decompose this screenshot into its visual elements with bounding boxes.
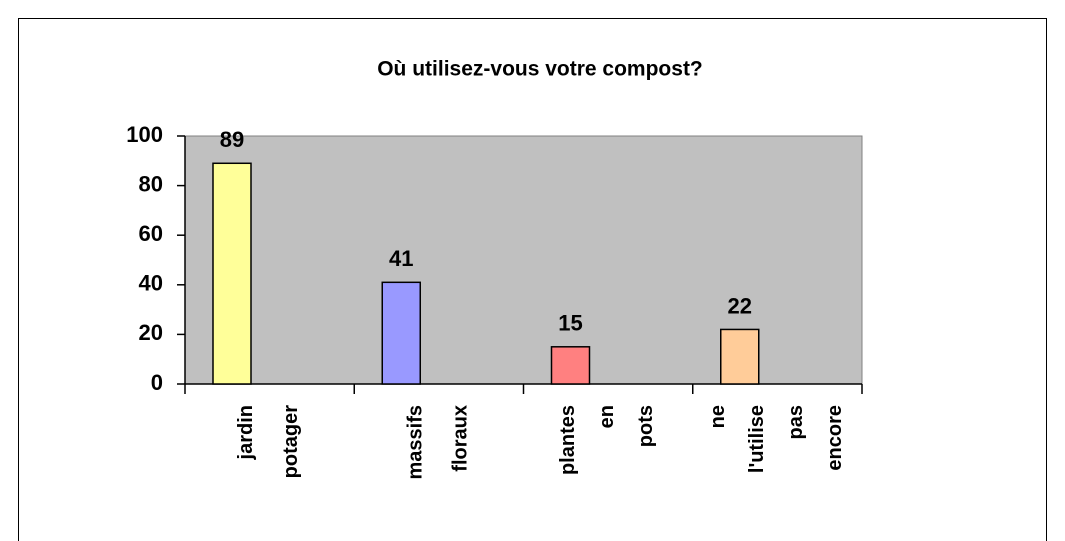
y-tick-label: 60 [139, 221, 163, 246]
bar [550, 346, 591, 385]
chart-title: Où utilisez-vous votre compost? [377, 58, 703, 81]
bar [720, 328, 760, 385]
plot-area [184, 135, 863, 385]
x-tick-label: plantes en pots [557, 405, 657, 475]
x-tick-label: ne l'utilise pas encore [707, 405, 846, 473]
y-tick-label: 20 [139, 320, 163, 345]
bar [381, 281, 421, 385]
value-label: 89 [220, 127, 244, 152]
x-tick-label: massifs floraux [405, 405, 472, 480]
x-tick-label: jardin potager [235, 405, 302, 479]
y-tick-label: 80 [139, 171, 163, 196]
y-tick-label: 100 [126, 122, 163, 147]
bar [212, 162, 252, 385]
value-label: 22 [728, 293, 752, 318]
y-tick-label: 40 [139, 271, 163, 296]
y-tick-label: 0 [151, 370, 163, 395]
value-label: 15 [558, 311, 582, 336]
value-label: 41 [389, 246, 413, 271]
